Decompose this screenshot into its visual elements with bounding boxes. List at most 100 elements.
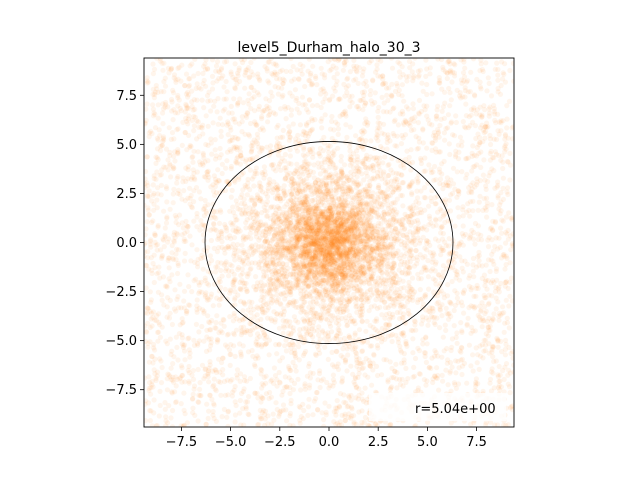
scatter-point	[361, 244, 367, 251]
scatter-point	[435, 58, 441, 62]
scatter-point	[489, 318, 495, 324]
scatter-point	[216, 378, 222, 385]
scatter-point	[247, 167, 253, 173]
scatter-point	[155, 137, 161, 143]
scatter-point	[237, 318, 243, 324]
scatter-point	[169, 130, 176, 136]
scatter-point	[255, 422, 261, 427]
scatter-point	[296, 110, 302, 116]
scatter-point	[360, 130, 366, 136]
scatter-point	[501, 71, 507, 77]
scatter-point	[175, 260, 181, 267]
scatter-point	[316, 150, 322, 156]
scatter-point	[368, 58, 374, 64]
scatter-point	[175, 190, 181, 196]
scatter-point	[437, 149, 443, 155]
scatter-point	[391, 178, 397, 184]
scatter-point	[448, 119, 455, 125]
scatter-point	[243, 225, 249, 231]
scatter-point	[491, 385, 497, 391]
scatter-point	[204, 93, 211, 99]
scatter-point	[491, 136, 497, 142]
scatter-point	[195, 399, 201, 405]
scatter-point	[283, 68, 289, 74]
scatter-point	[185, 272, 191, 278]
scatter-point	[383, 311, 389, 318]
scatter-point	[218, 75, 225, 81]
scatter-point	[295, 376, 301, 382]
scatter-point	[153, 82, 159, 89]
scatter-point	[148, 255, 154, 261]
scatter-point	[156, 329, 162, 335]
scatter-point	[232, 86, 238, 92]
scatter-point	[207, 253, 213, 259]
scatter-point	[200, 266, 206, 272]
scatter-point	[169, 321, 175, 328]
scatter-point	[219, 161, 225, 167]
scatter-point	[164, 376, 170, 382]
scatter-point	[417, 67, 423, 73]
scatter-point	[205, 177, 211, 183]
scatter-point	[339, 303, 345, 309]
scatter-point	[380, 171, 386, 177]
scatter-point	[331, 85, 337, 91]
scatter-point	[478, 232, 484, 238]
scatter-point	[219, 244, 225, 250]
scatter-point	[157, 334, 163, 340]
scatter-point	[219, 414, 225, 420]
scatter-point	[219, 228, 225, 234]
scatter-point	[391, 105, 397, 111]
scatter-point	[147, 324, 153, 331]
scatter-point	[303, 158, 309, 164]
scatter-point	[478, 125, 484, 131]
scatter-point	[254, 90, 261, 96]
scatter-point	[430, 306, 436, 312]
scatter-point	[323, 91, 329, 97]
scatter-point	[359, 408, 365, 414]
scatter-point	[403, 338, 409, 345]
scatter-point	[239, 114, 245, 120]
scatter-point	[292, 350, 298, 356]
scatter-point	[483, 295, 489, 301]
scatter-point	[396, 69, 403, 75]
scatter-point	[200, 150, 206, 156]
scatter-point	[300, 352, 306, 359]
scatter-point	[355, 374, 361, 380]
scatter-point	[486, 113, 492, 119]
scatter-point	[349, 100, 355, 106]
scatter-point	[495, 72, 501, 78]
scatter-point	[361, 161, 367, 167]
scatter-point	[287, 384, 293, 391]
scatter-point	[205, 98, 211, 104]
scatter-point	[199, 125, 205, 131]
scatter-point	[194, 136, 200, 142]
scatter-point	[484, 318, 490, 324]
scatter-point	[360, 359, 366, 366]
scatter-point	[489, 166, 495, 172]
scatter-point	[149, 323, 155, 329]
scatter-point	[504, 231, 510, 237]
scatter-point	[234, 81, 240, 87]
scatter-point	[335, 131, 341, 137]
scatter-point	[275, 91, 281, 97]
scatter-point	[227, 208, 233, 214]
scatter-point	[360, 69, 366, 75]
scatter-point	[243, 399, 249, 405]
scatter-point	[206, 379, 212, 385]
scatter-point	[401, 122, 407, 128]
scatter-point	[214, 264, 220, 270]
scatter-point	[203, 141, 209, 148]
scatter-point	[239, 119, 245, 125]
scatter-point	[324, 379, 330, 386]
scatter-point	[276, 411, 283, 417]
scatter-point	[293, 262, 299, 268]
scatter-point	[212, 147, 218, 153]
scatter-point	[181, 238, 187, 244]
scatter-point	[149, 219, 155, 226]
scatter-point	[368, 166, 374, 172]
scatter-point	[247, 230, 253, 237]
scatter-point	[470, 143, 476, 149]
scatter-point	[388, 92, 394, 98]
scatter-point	[219, 65, 225, 71]
scatter-point	[389, 338, 395, 345]
